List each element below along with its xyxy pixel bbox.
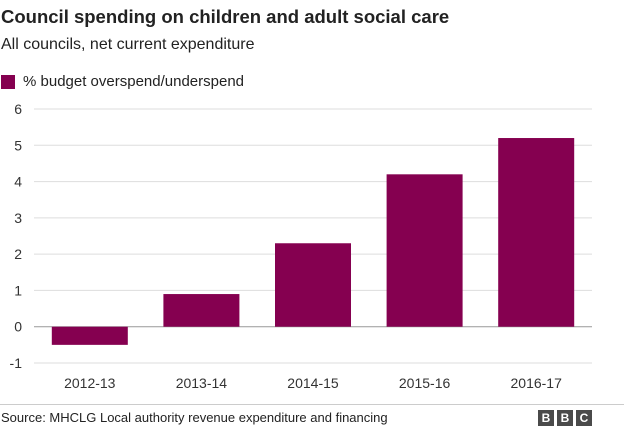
legend: % budget overspend/underspend <box>1 73 244 90</box>
x-tick-label: 2014-15 <box>287 375 339 391</box>
y-tick-label: 4 <box>14 174 22 190</box>
bar <box>498 138 575 327</box>
bbc-logo-letter: C <box>576 410 592 426</box>
x-tick-label: 2016-17 <box>511 375 563 391</box>
bbc-logo: B B C <box>538 410 592 426</box>
y-tick-label: 6 <box>14 101 22 117</box>
y-tick-label: 3 <box>14 210 22 226</box>
bbc-logo-letter: B <box>538 410 554 426</box>
y-tick-label: 2 <box>14 246 22 262</box>
y-tick-label: 5 <box>14 137 22 153</box>
x-axis-ticks: 2012-13 2013-14 2014-15 2015-16 2016-17 <box>64 375 562 391</box>
bar <box>275 243 351 327</box>
bars <box>51 138 575 345</box>
chart-subtitle: All councils, net current expenditure <box>1 36 255 53</box>
x-tick-label: 2013-14 <box>176 375 228 391</box>
x-tick-label: 2015-16 <box>399 375 451 391</box>
bbc-logo-letter: B <box>557 410 573 426</box>
y-tick-label: 0 <box>14 319 22 335</box>
legend-swatch <box>1 74 15 89</box>
y-axis-ticks: 6 5 4 3 2 1 0 -1 <box>10 101 23 371</box>
x-tick-label: 2012-13 <box>64 375 116 391</box>
y-tick-label: -1 <box>10 355 23 371</box>
y-tick-label: 1 <box>14 282 22 298</box>
chart-title: Council spending on children and adult s… <box>1 6 450 27</box>
bar <box>386 174 463 327</box>
footer-divider <box>0 404 624 405</box>
legend-label: % budget overspend/underspend <box>23 73 245 90</box>
bar <box>51 326 128 345</box>
source-note: Source: MHCLG Local authority revenue ex… <box>1 410 388 425</box>
bar <box>163 294 240 327</box>
